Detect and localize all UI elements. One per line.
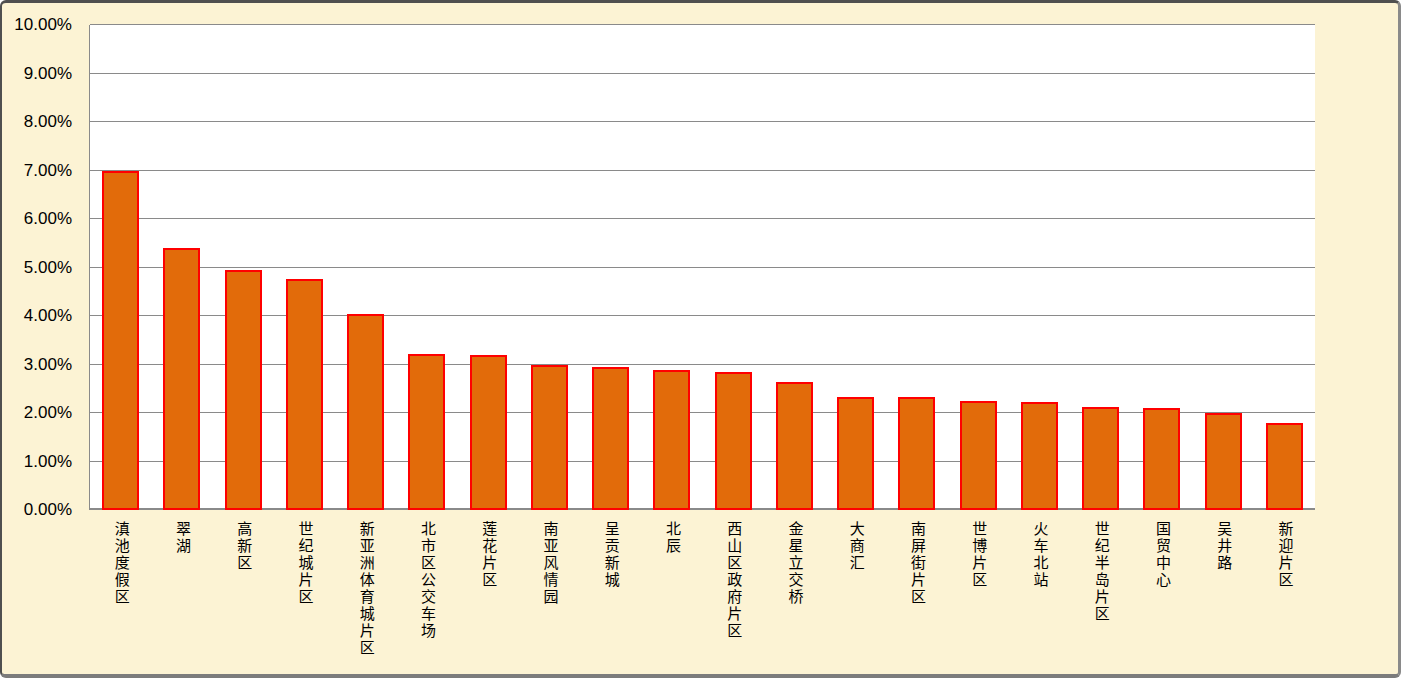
bar-chart: 0.00% 1.00% 2.00% 3.00% 4.00% 5.00% 6.00% 7.00%… xyxy=(0,0,1401,678)
bar xyxy=(1266,423,1303,510)
bar xyxy=(776,382,813,510)
x-tick-label: 新亚洲体育城片区 xyxy=(353,521,377,657)
x-tick-label: 西山区政府片区 xyxy=(720,521,744,640)
y-tick-label: 5.00% xyxy=(2,257,72,279)
bar xyxy=(898,397,935,510)
gridline xyxy=(90,121,1315,122)
bar xyxy=(225,270,262,510)
y-tick-label: 6.00% xyxy=(2,208,72,230)
x-tick-label: 南亚风情园 xyxy=(536,521,560,606)
bar xyxy=(1205,413,1242,510)
y-tick-label: 0.00% xyxy=(2,499,72,521)
y-tick-label: 3.00% xyxy=(2,354,72,376)
gridline xyxy=(90,267,1315,268)
x-tick-label: 吴井路 xyxy=(1210,521,1234,572)
x-tick-label: 高新区 xyxy=(230,521,254,572)
x-tick-label: 呈贡新城 xyxy=(598,521,622,589)
x-tick-label: 国贸中心 xyxy=(1149,521,1173,589)
y-tick-label: 1.00% xyxy=(2,451,72,473)
gridline xyxy=(90,412,1315,413)
x-tick-label: 北市区公交车场 xyxy=(414,521,438,640)
y-tick-label: 8.00% xyxy=(2,111,72,133)
y-tick-label: 10.00% xyxy=(2,14,72,36)
x-tick-label: 北辰 xyxy=(659,521,683,555)
bar xyxy=(960,401,997,510)
x-tick-label: 新迎片区 xyxy=(1271,521,1295,589)
x-tick-label: 南屏街片区 xyxy=(904,521,928,606)
x-tick-label: 大商汇 xyxy=(843,521,867,572)
bar xyxy=(837,397,874,510)
x-tick-label: 金星立交桥 xyxy=(781,521,805,606)
y-tick-label: 2.00% xyxy=(2,402,72,424)
gridline xyxy=(90,24,1315,25)
y-tick-label: 9.00% xyxy=(2,63,72,85)
bar xyxy=(653,370,690,510)
bar xyxy=(1143,408,1180,510)
bar xyxy=(715,372,752,510)
bar xyxy=(408,354,445,510)
x-tick-label: 滇池度假区 xyxy=(108,521,132,606)
x-axis-line xyxy=(89,508,1315,510)
bar xyxy=(286,279,323,510)
gridline xyxy=(90,461,1315,462)
gridline xyxy=(90,218,1315,219)
bar xyxy=(163,248,200,510)
bar xyxy=(1021,402,1058,510)
bar xyxy=(102,171,139,511)
bar xyxy=(470,355,507,510)
x-tick-label: 世纪半岛片区 xyxy=(1088,521,1112,623)
x-tick-label: 世纪城片区 xyxy=(291,521,315,606)
x-tick-label: 莲花片区 xyxy=(475,521,499,589)
gridline xyxy=(90,170,1315,171)
bar xyxy=(592,367,629,510)
y-tick-label: 4.00% xyxy=(2,305,72,327)
bar xyxy=(531,365,568,510)
x-tick-label: 火车北站 xyxy=(1026,521,1050,589)
gridline xyxy=(90,315,1315,316)
bar xyxy=(1082,407,1119,510)
y-tick-label: 7.00% xyxy=(2,160,72,182)
x-tick-label: 翠湖 xyxy=(169,521,193,555)
gridline xyxy=(90,73,1315,74)
gridline xyxy=(90,364,1315,365)
bar xyxy=(347,314,384,510)
x-tick-label: 世博片区 xyxy=(965,521,989,589)
plot-area xyxy=(89,25,1315,510)
